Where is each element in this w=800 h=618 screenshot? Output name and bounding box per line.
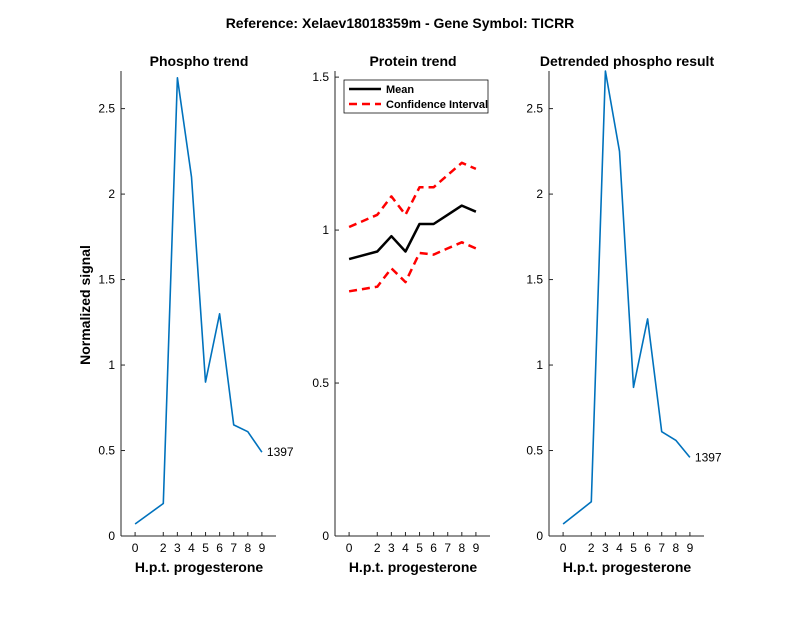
x-axis-label: H.p.t. progesterone	[563, 559, 692, 575]
x-tick-label: 7	[444, 541, 451, 555]
y-tick-label: 0.5	[98, 444, 115, 458]
x-tick-label: 8	[672, 541, 679, 555]
y-tick-label: 1.5	[98, 273, 115, 287]
plot-area: 0 0.5 1 1.5 0 2 3 4 5 6 7 8 9	[312, 70, 490, 555]
panel-phospho-trend: Phospho trend 00.511.522.50 2 3 4 5 6 7 8 91397 …	[77, 53, 294, 575]
x-tick-label: 8	[244, 541, 251, 555]
x-tick-label: 5	[630, 541, 637, 555]
legend-label-ci: Confidence Interval	[386, 99, 488, 111]
point-annotation: 1397	[267, 445, 294, 459]
y-tick-label: 0	[322, 529, 329, 543]
x-axis-label: H.p.t. progesterone	[349, 559, 478, 575]
y-tick-label: 0.5	[526, 444, 543, 458]
x-tick-label: 4	[616, 541, 623, 555]
y-tick-label: 0	[536, 529, 543, 543]
panel-title: Phospho trend	[150, 53, 249, 69]
figure-title: Reference: Xelaev18018359m - Gene Symbol…	[226, 15, 575, 31]
y-tick-label: 1	[322, 223, 329, 237]
phospho-line	[562, 70, 691, 525]
x-tick-label: 9	[687, 541, 694, 555]
y-tick-label: 2	[536, 187, 543, 201]
point-annotation: 1397	[695, 450, 722, 464]
x-tick-label: 0	[560, 541, 567, 555]
x-tick-label: 8	[458, 541, 465, 555]
x-tick-label: 2	[160, 541, 167, 555]
y-tick-label: 0	[108, 529, 115, 543]
panel-title: Protein trend	[369, 53, 456, 69]
y-axis-label: Normalized signal	[77, 245, 93, 365]
x-tick-label: 2	[588, 541, 595, 555]
x-tick-label: 0	[346, 541, 353, 555]
x-tick-label: 5	[416, 541, 423, 555]
x-tick-label: 5	[202, 541, 209, 555]
x-tick-label: 3	[388, 541, 395, 555]
x-tick-label: 6	[216, 541, 223, 555]
x-tick-label: 4	[402, 541, 409, 555]
x-tick-label: 3	[602, 541, 609, 555]
y-tick-label: 1.5	[312, 70, 329, 84]
x-tick-label: 0	[132, 541, 139, 555]
x-tick-label: 2	[374, 541, 381, 555]
y-tick-label: 2	[108, 187, 115, 201]
panel-title: Detrended phospho result	[540, 53, 715, 69]
legend: Mean Confidence Interval	[343, 79, 489, 114]
x-tick-label: 9	[259, 541, 266, 555]
panel-protein-trend: Protein trend 0 0.5 1 1.5 0 2 3 4 5 6 7 8 9 H.p.t. p…	[312, 53, 490, 575]
ci-upper-line	[348, 161, 477, 229]
y-tick-label: 1	[536, 358, 543, 372]
legend-box	[343, 79, 489, 114]
y-tick-label: 2.5	[526, 102, 543, 116]
x-tick-label: 6	[430, 541, 437, 555]
x-tick-label: 4	[188, 541, 195, 555]
x-tick-label: 9	[473, 541, 480, 555]
x-tick-label: 7	[230, 541, 237, 555]
ci-lower-line	[348, 241, 477, 293]
legend-label-mean: Mean	[386, 84, 414, 96]
y-tick-label: 1.5	[526, 273, 543, 287]
x-axis-label: H.p.t. progesterone	[135, 559, 264, 575]
y-tick-label: 0.5	[312, 376, 329, 390]
y-tick-label: 1	[108, 358, 115, 372]
y-tick-label: 2.5	[98, 102, 115, 116]
mean-line	[348, 204, 477, 261]
x-tick-label: 6	[644, 541, 651, 555]
panel-detrended-phospho: Detrended phospho result 00.511.522.50 2 3…	[526, 53, 722, 575]
x-tick-label: 7	[658, 541, 665, 555]
x-tick-label: 3	[174, 541, 181, 555]
phospho-line	[134, 77, 263, 525]
